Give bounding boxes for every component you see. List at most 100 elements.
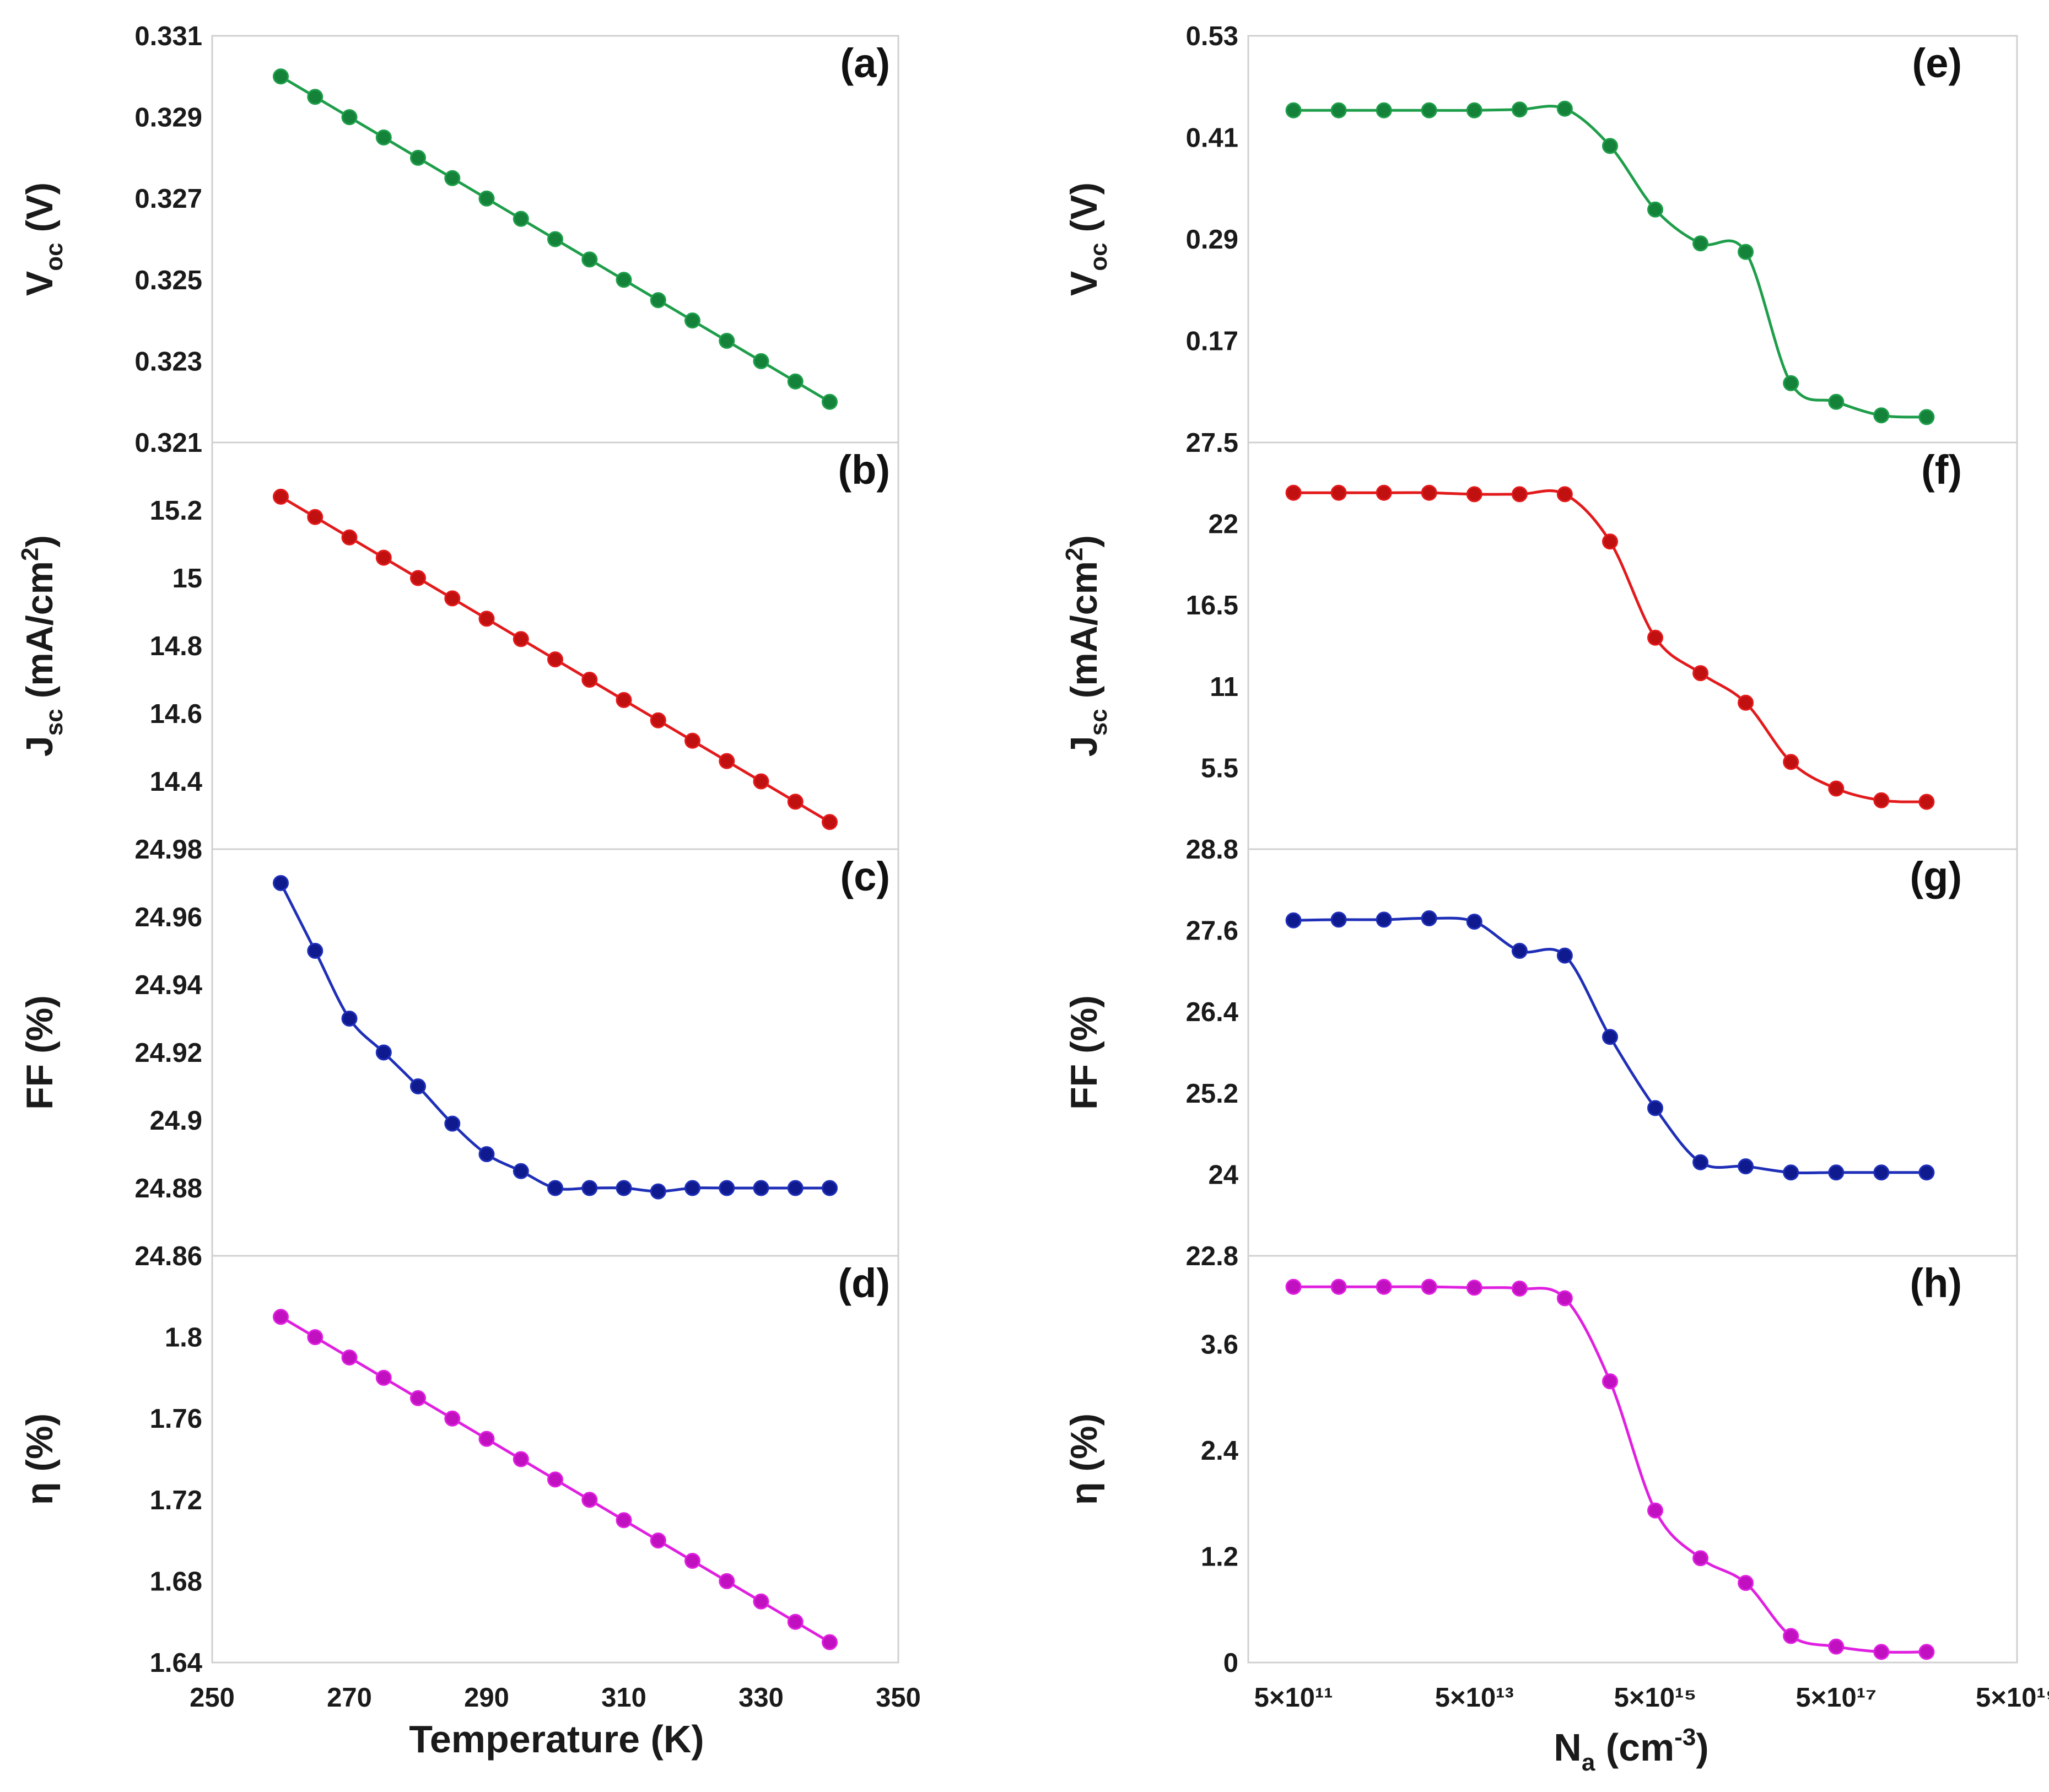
data-point-c-2 xyxy=(341,1011,358,1027)
panel-e: 0.53 0.41 0.29 0.17 (e) Voc (V) xyxy=(1063,21,2018,444)
y-tick-label-c-4: 24.9 xyxy=(150,1106,202,1136)
data-point-c-3 xyxy=(375,1044,392,1061)
y-tick-label-e-3: 0.17 xyxy=(1186,327,1238,357)
series-line-e xyxy=(1293,105,1927,419)
data-point-f-4 xyxy=(1466,486,1482,503)
data-point-c-0 xyxy=(273,875,289,891)
data-point-b-15 xyxy=(787,794,804,810)
data-point-c-11 xyxy=(650,1183,666,1200)
y-tick-label-f-1: 22 xyxy=(1208,510,1238,539)
data-point-f-1 xyxy=(1330,484,1347,501)
data-point-c-9 xyxy=(581,1180,598,1196)
data-point-d-2 xyxy=(341,1350,358,1365)
y-axis-label-c: FF (%) xyxy=(19,995,61,1110)
data-point-g-8 xyxy=(1647,1100,1663,1116)
y-tick-label-c-0: 24.98 xyxy=(134,835,202,865)
data-point-f-8 xyxy=(1647,629,1663,646)
y-tick-label-g-2: 26.4 xyxy=(1186,997,1238,1027)
data-point-g-3 xyxy=(1421,910,1437,926)
y-tick-label-a-0: 0.331 xyxy=(134,21,202,51)
y-ticks-g: 28.8 27.6 26.4 25.2 24 xyxy=(1186,835,1238,1190)
data-point-b-0 xyxy=(273,488,289,505)
data-point-h-4 xyxy=(1466,1280,1482,1296)
data-point-a-13 xyxy=(719,333,735,349)
data-point-a-3 xyxy=(375,129,392,145)
plot-area-g xyxy=(1247,848,2018,1257)
y-axis-label-b: Jsc (mA/cm2) xyxy=(17,535,68,757)
series-h xyxy=(1285,1278,1935,1660)
data-point-a-14 xyxy=(753,353,769,369)
series-f xyxy=(1285,484,1935,810)
data-point-d-15 xyxy=(787,1613,804,1630)
y-tick-label-c-5: 24.88 xyxy=(134,1174,202,1203)
x-tick-label-h-4: 5×10¹⁹ xyxy=(1976,1683,2049,1713)
data-point-g-0 xyxy=(1285,912,1302,929)
data-point-h-9 xyxy=(1692,1550,1709,1567)
series-g xyxy=(1285,910,1935,1181)
data-point-h-7 xyxy=(1602,1373,1618,1390)
y-tick-label-b-0: 15.2 xyxy=(150,496,202,526)
data-point-e-3 xyxy=(1421,102,1437,118)
data-point-d-9 xyxy=(581,1492,598,1508)
y-tick-label-a-3: 0.325 xyxy=(134,266,202,295)
y-tick-label-b-4: 14.4 xyxy=(150,767,202,797)
y-ticks-h: 22.8 3.6 2.4 1.2 0 xyxy=(1186,1242,1238,1678)
data-point-e-6 xyxy=(1556,100,1573,117)
y-tick-label-e-2: 0.29 xyxy=(1186,225,1238,255)
y-ticks-f: 27.5 22 16.5 11 5.5 xyxy=(1186,428,1238,783)
data-point-d-4 xyxy=(410,1390,426,1406)
data-point-d-16 xyxy=(822,1634,838,1650)
series-c xyxy=(273,875,838,1200)
x-tick-label-d-1: 270 xyxy=(327,1683,372,1713)
data-point-c-12 xyxy=(684,1180,700,1196)
panel-a: 0.331 0.329 0.327 0.325 0.323 0.321 (a) Voc (… xyxy=(19,21,899,458)
data-point-b-12 xyxy=(684,732,700,749)
data-point-d-11 xyxy=(650,1532,666,1549)
data-point-g-1 xyxy=(1330,911,1347,928)
y-axis-label-f: Jsc (mA/cm2) xyxy=(1061,535,1112,757)
data-point-g-6 xyxy=(1556,947,1573,964)
data-point-a-1 xyxy=(307,89,323,105)
data-point-d-6 xyxy=(478,1431,495,1447)
panel-label-g: (g) xyxy=(1910,854,1962,899)
plot-area-f xyxy=(1247,441,2018,850)
data-point-b-8 xyxy=(547,651,563,668)
y-tick-label-h-2: 2.4 xyxy=(1201,1436,1238,1466)
x-tick-label-h-2: 5×10¹⁵ xyxy=(1614,1683,1697,1713)
data-point-b-2 xyxy=(341,529,358,546)
data-point-b-6 xyxy=(478,611,495,627)
y-tick-label-b-3: 14.6 xyxy=(150,699,202,729)
data-point-h-2 xyxy=(1376,1278,1392,1295)
data-point-d-13 xyxy=(719,1573,735,1589)
y-tick-label-a-4: 0.323 xyxy=(134,347,202,376)
data-point-a-10 xyxy=(616,272,632,288)
data-point-c-13 xyxy=(719,1180,735,1196)
data-point-f-7 xyxy=(1602,533,1618,550)
panel-d: 1.8 1.76 1.72 1.68 1.64 250 270 290 310 330 350 (… xyxy=(19,1255,921,1761)
series-line-h xyxy=(1293,1285,1927,1654)
y-axis-label-e: Voc (V) xyxy=(1063,182,1112,296)
data-point-b-3 xyxy=(375,549,392,566)
x-tick-label-d-4: 330 xyxy=(738,1683,784,1713)
data-point-f-11 xyxy=(1783,754,1799,770)
y-tick-label-b-2: 14.8 xyxy=(150,631,202,661)
series-line-c xyxy=(279,882,830,1193)
data-point-e-11 xyxy=(1783,375,1799,391)
series-d xyxy=(273,1309,838,1650)
data-point-g-14 xyxy=(1918,1164,1935,1181)
series-line-g xyxy=(1293,916,1927,1175)
data-point-f-0 xyxy=(1285,484,1302,501)
x-axis-label-temperature: Temperature (K) xyxy=(409,1718,704,1761)
data-point-b-13 xyxy=(719,753,735,769)
data-point-e-5 xyxy=(1511,101,1528,118)
panel-label-e: (e) xyxy=(1912,40,1962,86)
y-tick-label-c-2: 24.94 xyxy=(134,970,202,1000)
data-point-g-13 xyxy=(1873,1164,1890,1181)
data-point-c-1 xyxy=(307,943,323,959)
y-tick-label-d-1: 1.76 xyxy=(150,1404,202,1434)
data-point-a-7 xyxy=(513,210,529,227)
data-point-d-8 xyxy=(547,1471,563,1488)
y-ticks-a: 0.331 0.329 0.327 0.325 0.323 0.321 xyxy=(134,21,202,458)
data-point-c-16 xyxy=(822,1180,838,1196)
